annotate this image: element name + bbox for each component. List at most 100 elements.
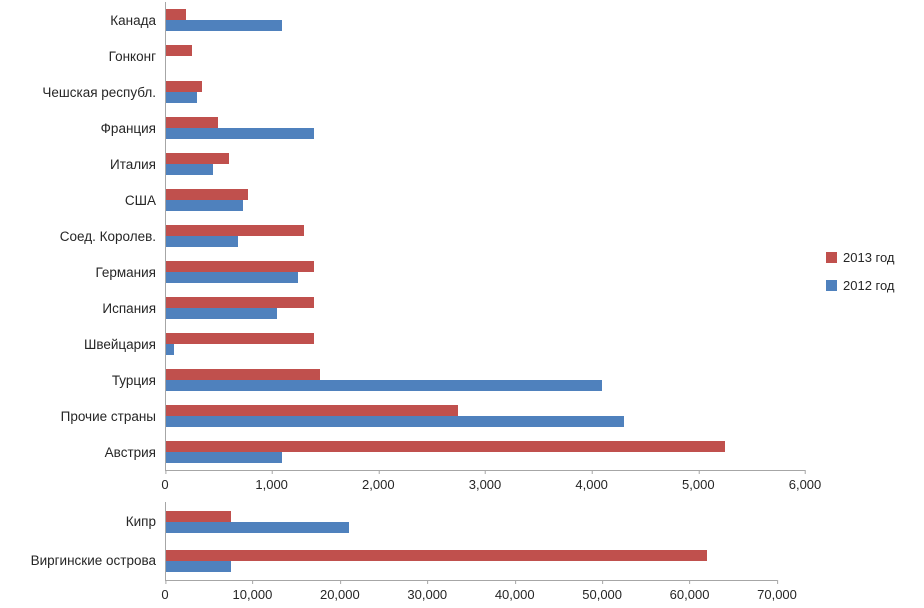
x-axis-ticks: 0 1,000 2,000 3,000 4,000 5,000 6,000 xyxy=(161,470,821,496)
bar-2012 xyxy=(165,521,349,533)
chart-row: Прочие страны xyxy=(0,398,805,434)
category-label: Гонконг xyxy=(108,48,156,64)
bar-group xyxy=(165,254,805,290)
bar-group xyxy=(165,398,805,434)
category-label: Швейцария xyxy=(83,336,156,352)
bar-2013 xyxy=(165,441,725,452)
bar-2012 xyxy=(165,236,238,247)
category-label: Соед. Королев. xyxy=(59,228,156,244)
bar-group xyxy=(165,146,805,182)
bar-2013 xyxy=(165,45,192,56)
chart-row: Франция xyxy=(0,110,805,146)
bar-group xyxy=(165,218,805,254)
bar-group xyxy=(165,74,805,110)
bar-2013 xyxy=(165,9,187,20)
bar-group xyxy=(165,110,805,146)
chart-row: Турция xyxy=(0,362,805,398)
x-axis-tick-label: 0 xyxy=(161,470,169,492)
x-axis-tick-label: 1,000 xyxy=(255,470,288,492)
x-axis-tick-label: 20,000 xyxy=(320,580,360,602)
bar-2013 xyxy=(165,510,231,522)
plot-area: Канада Гонконг Чешская республ. Франция Итал… xyxy=(0,2,805,470)
category-label: Франция xyxy=(100,120,156,136)
legend: 2013 год 2012 год xyxy=(826,250,895,306)
category-label: Канада xyxy=(110,12,156,28)
x-axis-tick-label: 30,000 xyxy=(407,580,447,602)
legend-item-2012: 2012 год xyxy=(826,278,895,293)
bar-group xyxy=(165,182,805,218)
x-axis-tick-label: 2,000 xyxy=(362,470,395,492)
bar-group xyxy=(165,434,805,470)
x-axis-tick-label: 3,000 xyxy=(469,470,501,492)
chart-row: Чешская республ. xyxy=(0,74,805,110)
bar-group xyxy=(165,290,805,326)
legend-swatch-2013 xyxy=(826,252,837,263)
chart-row: Испания xyxy=(0,290,805,326)
x-axis-tick-label: 4,000 xyxy=(575,470,608,492)
bar-2012 xyxy=(165,272,299,283)
secondary-bar-chart: Кипр Виргинские острова 0 10,000 20,000 30,0… xyxy=(0,502,797,606)
bar-group xyxy=(165,326,805,362)
x-axis-tick-label: 40,000 xyxy=(495,580,535,602)
bar-2013 xyxy=(165,81,203,92)
legend-swatch-2012 xyxy=(826,280,837,291)
plot-area: Кипр Виргинские острова xyxy=(0,502,777,580)
x-axis-tick-label: 6,000 xyxy=(789,470,821,492)
category-label: Австрия xyxy=(104,444,156,460)
bar-2012 xyxy=(165,128,315,139)
chart-row: Италия xyxy=(0,146,805,182)
legend-label-2013: 2013 год xyxy=(843,250,895,265)
bar-2013 xyxy=(165,405,459,416)
bar-group xyxy=(165,502,777,541)
category-label: Прочие страны xyxy=(60,408,156,424)
legend-label-2012: 2012 год xyxy=(843,278,895,293)
category-label: Италия xyxy=(110,156,156,172)
bar-2013 xyxy=(165,261,315,272)
main-bar-chart: Канада Гонконг Чешская республ. Франция Итал… xyxy=(0,2,821,496)
bar-2013 xyxy=(165,549,708,561)
category-label: Испания xyxy=(102,300,156,316)
y-axis-line xyxy=(165,502,166,580)
x-axis-tick-label: 10,000 xyxy=(233,580,272,602)
bar-group xyxy=(165,38,805,74)
bar-2013 xyxy=(165,297,315,308)
bar-group xyxy=(165,362,805,398)
bar-group xyxy=(165,2,805,38)
bar-2012 xyxy=(165,452,283,463)
chart-row: Виргинские острова xyxy=(0,541,777,580)
bar-2013 xyxy=(165,333,315,344)
category-label: Турция xyxy=(111,372,156,388)
y-axis-line xyxy=(165,2,166,470)
bar-2013 xyxy=(165,153,229,164)
category-label: Чешская республ. xyxy=(42,84,156,100)
x-axis-tick-label: 60,000 xyxy=(670,580,709,602)
x-axis-ticks: 0 10,000 20,000 30,000 40,000 50,000 60,000 70,… xyxy=(161,580,797,606)
bar-2012 xyxy=(165,200,243,211)
bar-2013 xyxy=(165,225,304,236)
chart-row: Швейцария xyxy=(0,326,805,362)
chart-row: Австрия xyxy=(0,434,805,470)
bar-2012 xyxy=(165,20,283,31)
bar-2012 xyxy=(165,380,603,391)
bar-2012 xyxy=(165,164,213,175)
bar-2012 xyxy=(165,92,197,103)
category-label: Кипр xyxy=(125,514,156,529)
chart-row: США xyxy=(0,182,805,218)
chart-row: Кипр xyxy=(0,502,777,541)
bar-group xyxy=(165,541,777,580)
bar-2012 xyxy=(165,560,231,572)
x-axis-tick-label: 70,000 xyxy=(757,580,797,602)
bar-2013 xyxy=(165,369,320,380)
x-axis-tick-label: 5,000 xyxy=(682,470,715,492)
chart-row: Гонконг xyxy=(0,38,805,74)
category-label: Германия xyxy=(95,264,156,280)
chart-row: Соед. Королев. xyxy=(0,218,805,254)
x-axis-tick-label: 0 xyxy=(161,580,169,602)
chart-row: Канада xyxy=(0,2,805,38)
bar-2013 xyxy=(165,189,249,200)
bar-2012 xyxy=(165,344,174,355)
x-axis-tick-label: 50,000 xyxy=(582,580,622,602)
bar-2012 xyxy=(165,416,624,427)
bar-2013 xyxy=(165,117,219,128)
